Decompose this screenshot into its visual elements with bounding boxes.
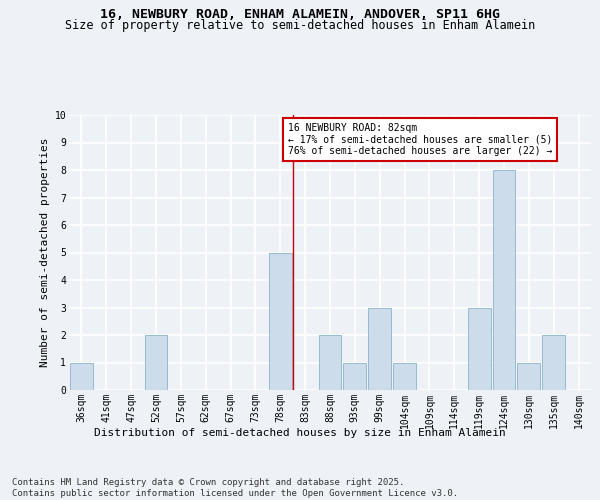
Bar [319, 335, 341, 390]
Bar [70, 362, 93, 390]
Text: 16, NEWBURY ROAD, ENHAM ALAMEIN, ANDOVER, SP11 6HG: 16, NEWBURY ROAD, ENHAM ALAMEIN, ANDOVER… [100, 8, 500, 20]
Bar [468, 308, 491, 390]
Bar [542, 335, 565, 390]
Text: Distribution of semi-detached houses by size in Enham Alamein: Distribution of semi-detached houses by … [94, 428, 506, 438]
Bar [517, 362, 540, 390]
Y-axis label: Number of semi-detached properties: Number of semi-detached properties [40, 138, 50, 367]
Text: 16 NEWBURY ROAD: 82sqm
← 17% of semi-detached houses are smaller (5)
76% of semi: 16 NEWBURY ROAD: 82sqm ← 17% of semi-det… [288, 123, 552, 156]
Bar [493, 170, 515, 390]
Bar [368, 308, 391, 390]
Text: Contains HM Land Registry data © Crown copyright and database right 2025.
Contai: Contains HM Land Registry data © Crown c… [12, 478, 458, 498]
Bar [393, 362, 416, 390]
Bar [343, 362, 366, 390]
Bar [145, 335, 167, 390]
Text: Size of property relative to semi-detached houses in Enham Alamein: Size of property relative to semi-detach… [65, 18, 535, 32]
Bar [269, 252, 292, 390]
